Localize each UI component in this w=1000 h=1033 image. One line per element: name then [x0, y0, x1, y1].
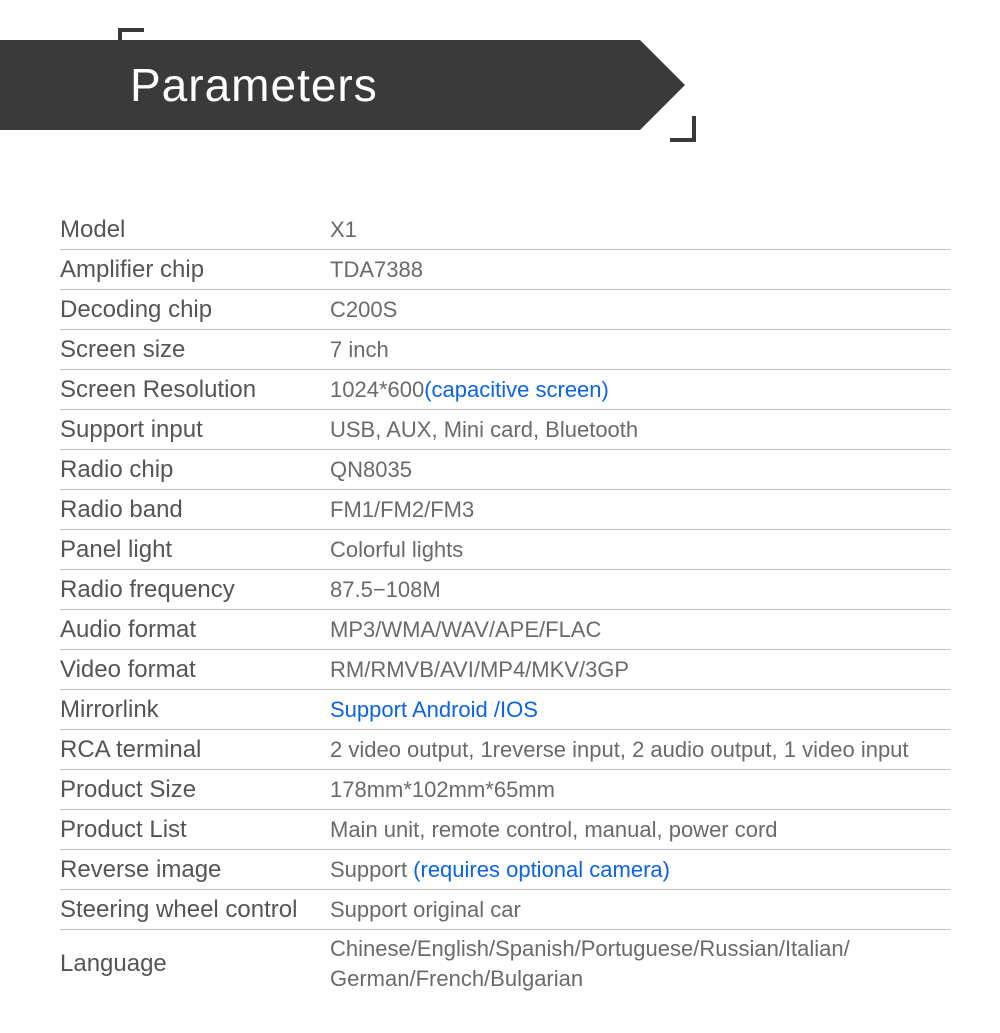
value-text: 1024*600 — [330, 377, 424, 402]
value: 1024*600(capacitive screen) — [330, 375, 950, 405]
title-banner: Parameters — [0, 40, 1000, 170]
value: Colorful lights — [330, 535, 950, 565]
row-amplifier-chip: Amplifier chip TDA7388 — [60, 250, 950, 290]
row-panel-light: Panel light Colorful lights — [60, 530, 950, 570]
row-radio-chip: Radio chip QN8035 — [60, 450, 950, 490]
value-note: (capacitive screen) — [424, 377, 609, 402]
corner-decor-bottom-right — [670, 116, 696, 142]
value: TDA7388 — [330, 255, 950, 285]
label: RCA terminal — [60, 736, 330, 764]
label: Radio chip — [60, 456, 330, 484]
value: C200S — [330, 295, 950, 325]
value: Support (requires optional camera) — [330, 855, 950, 885]
value: 178mm*102mm*65mm — [330, 775, 950, 805]
row-model: Model X1 — [60, 210, 950, 250]
label: Radio frequency — [60, 576, 330, 604]
value: Support Android /IOS — [330, 695, 950, 725]
row-rca-terminal: RCA terminal 2 video output, 1reverse in… — [60, 730, 950, 770]
label: Decoding chip — [60, 296, 330, 324]
label: Reverse image — [60, 856, 330, 884]
label: Model — [60, 216, 330, 244]
label: Panel light — [60, 536, 330, 564]
row-radio-frequency: Radio frequency 87.5−108M — [60, 570, 950, 610]
banner-bg: Parameters — [0, 40, 640, 130]
value: MP3/WMA/WAV/APE/FLAC — [330, 615, 950, 645]
banner-title: Parameters — [130, 58, 378, 112]
value-note: (requires optional camera) — [413, 857, 670, 882]
row-audio-format: Audio format MP3/WMA/WAV/APE/FLAC — [60, 610, 950, 650]
label: Steering wheel control — [60, 896, 330, 924]
row-product-size: Product Size 178mm*102mm*65mm — [60, 770, 950, 810]
row-video-format: Video format RM/RMVB/AVI/MP4/MKV/3GP — [60, 650, 950, 690]
parameters-table: Model X1 Amplifier chip TDA7388 Decoding… — [60, 210, 950, 997]
value-text: Support — [330, 857, 413, 882]
row-decoding-chip: Decoding chip C200S — [60, 290, 950, 330]
label: Product List — [60, 816, 330, 844]
value: Chinese/English/Spanish/Portuguese/Russi… — [330, 934, 950, 993]
label: Video format — [60, 656, 330, 684]
label: Audio format — [60, 616, 330, 644]
value: FM1/FM2/FM3 — [330, 495, 950, 525]
label: Support input — [60, 416, 330, 444]
label: Screen size — [60, 336, 330, 364]
label: Screen Resolution — [60, 376, 330, 404]
label: Amplifier chip — [60, 256, 330, 284]
row-mirrorlink: Mirrorlink Support Android /IOS — [60, 690, 950, 730]
row-product-list: Product List Main unit, remote control, … — [60, 810, 950, 850]
value: 2 video output, 1reverse input, 2 audio … — [330, 735, 950, 765]
value: RM/RMVB/AVI/MP4/MKV/3GP — [330, 655, 950, 685]
row-screen-size: Screen size 7 inch — [60, 330, 950, 370]
value: Main unit, remote control, manual, power… — [330, 815, 950, 845]
value: 7 inch — [330, 335, 950, 365]
label: Language — [60, 950, 330, 978]
value: 87.5−108M — [330, 575, 950, 605]
row-reverse-image: Reverse image Support (requires optional… — [60, 850, 950, 890]
value: QN8035 — [330, 455, 950, 485]
row-screen-resolution: Screen Resolution 1024*600(capacitive sc… — [60, 370, 950, 410]
row-radio-band: Radio band FM1/FM2/FM3 — [60, 490, 950, 530]
value: Support original car — [330, 895, 950, 925]
row-support-input: Support input USB, AUX, Mini card, Bluet… — [60, 410, 950, 450]
value: USB, AUX, Mini card, Bluetooth — [330, 415, 950, 445]
row-language: Language Chinese/English/Spanish/Portugu… — [60, 930, 950, 997]
row-steering-wheel-control: Steering wheel control Support original … — [60, 890, 950, 930]
label: Product Size — [60, 776, 330, 804]
label: Mirrorlink — [60, 696, 330, 724]
value: X1 — [330, 215, 950, 245]
label: Radio band — [60, 496, 330, 524]
